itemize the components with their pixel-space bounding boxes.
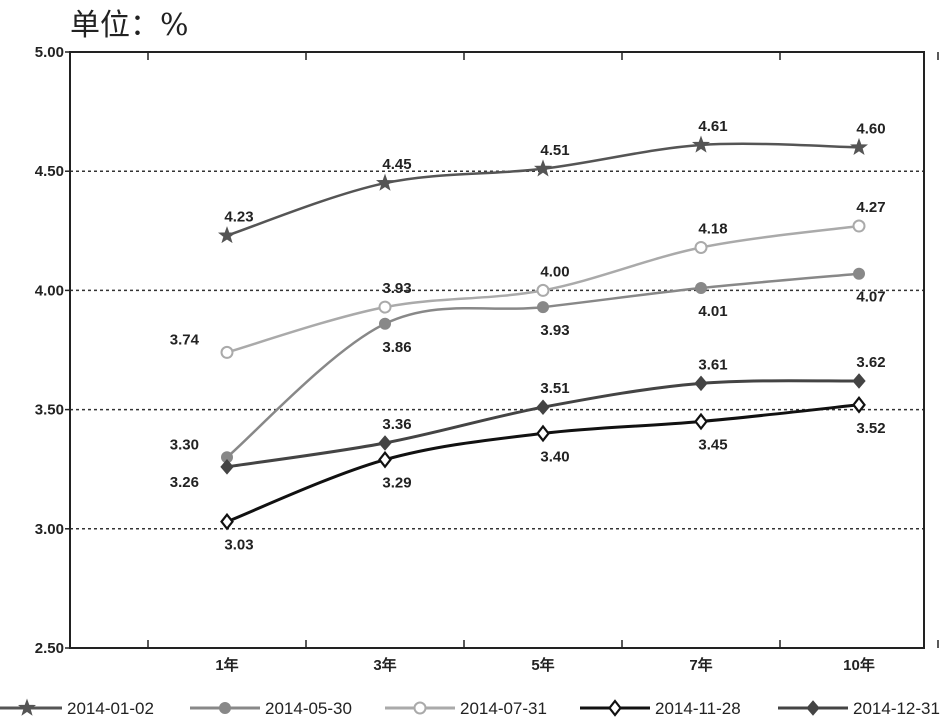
data-point [853,267,865,280]
x-tick-label: 7年 [689,656,712,674]
legend-item: 2014-01-02 [0,698,154,718]
legend-label: 2014-05-30 [265,699,352,718]
data-point [220,459,234,475]
data-point [534,159,552,177]
data-labels: 4.23 4.45 4.51 4.61 4.60 3.30 3.86 3.93 4.01 4.07… [170,118,886,554]
legend-marker [18,698,36,716]
series-2014-12-31 [220,373,866,475]
data-label: 3.30 [170,436,199,453]
legend-label: 2014-07-31 [460,699,547,718]
data-point [852,373,866,389]
data-point [536,283,550,297]
data-point [694,240,708,254]
series-2014-01-02 [218,135,868,244]
data-label: 3.45 [698,437,727,454]
data-label: 4.51 [540,142,569,159]
data-point [218,226,236,244]
axes: 2.50 3.00 3.50 4.00 4.50 5.00 1年 3年 5年 7年 10年 [35,44,939,674]
data-point [694,412,708,431]
data-label: 3.93 [540,322,569,339]
data-point [852,219,866,233]
legend-item: 2014-11-28 [580,699,741,718]
data-label: 3.26 [170,474,199,491]
data-point [379,317,391,330]
data-label: 3.51 [540,380,569,397]
grid-lines [70,170,924,530]
data-label: 3.03 [224,537,253,554]
plot-frame [69,51,925,649]
y-tick-label: 2.50 [35,640,64,657]
data-label: 4.00 [540,263,569,280]
series-2014-11-28 [220,396,866,531]
data-label: 3.93 [382,280,411,297]
data-label: 3.61 [698,356,727,373]
data-point [220,345,234,359]
legend-marker [608,699,622,717]
legend-label: 2014-01-02 [67,699,154,718]
x-tick-label: 10年 [843,656,875,674]
data-point [695,282,707,295]
y-tick-label: 3.50 [35,402,64,419]
x-tick-label: 3年 [373,656,396,674]
data-label: 3.52 [856,420,885,437]
data-label: 4.27 [856,199,885,216]
unit-label: 单位：% [70,8,189,43]
y-tick-label: 4.00 [35,282,64,299]
y-tick-label: 5.00 [35,44,64,61]
legend-marker [219,702,231,714]
data-point [536,424,550,443]
data-point [536,399,550,415]
y-tick-label: 4.50 [35,163,64,180]
data-point [378,435,392,451]
data-label: 3.29 [382,475,411,492]
data-point [378,300,392,314]
data-label: 3.62 [856,354,885,371]
data-point [852,396,866,414]
x-tick-label: 5年 [531,656,554,674]
data-label: 4.61 [698,118,727,135]
legend-label: 2014-12-31 [853,699,940,718]
data-point [378,450,392,469]
data-point [850,137,868,155]
x-tick-label: 1年 [215,656,238,674]
series-2014-05-30 [221,267,865,464]
data-point [537,301,549,314]
data-label: 3.74 [170,331,200,348]
legend-label: 2014-11-28 [655,699,741,718]
data-label: 4.18 [698,220,727,237]
legend-item: 2014-05-30 [190,699,352,718]
data-label: 4.60 [856,120,885,137]
legend-item: 2014-12-31 [778,699,940,718]
data-label: 4.45 [382,156,411,173]
data-label: 3.36 [382,416,411,433]
data-label: 3.40 [540,448,569,465]
data-label: 4.01 [698,303,727,320]
data-point [220,512,234,531]
data-label: 4.07 [856,289,885,306]
data-point [694,375,708,392]
data-label: 3.86 [382,339,411,356]
y-tick-label: 3.00 [35,521,64,538]
series-layer [218,135,868,531]
data-label: 4.23 [224,209,253,226]
series-2014-07-31 [220,219,866,359]
legend-marker [806,700,820,716]
legend-marker [413,701,427,715]
legend: 2014-01-02 2014-05-30 2014-07-31 2014-11-28… [0,698,940,718]
legend-item: 2014-07-31 [385,699,547,718]
data-point [692,135,710,153]
data-point [375,173,395,191]
